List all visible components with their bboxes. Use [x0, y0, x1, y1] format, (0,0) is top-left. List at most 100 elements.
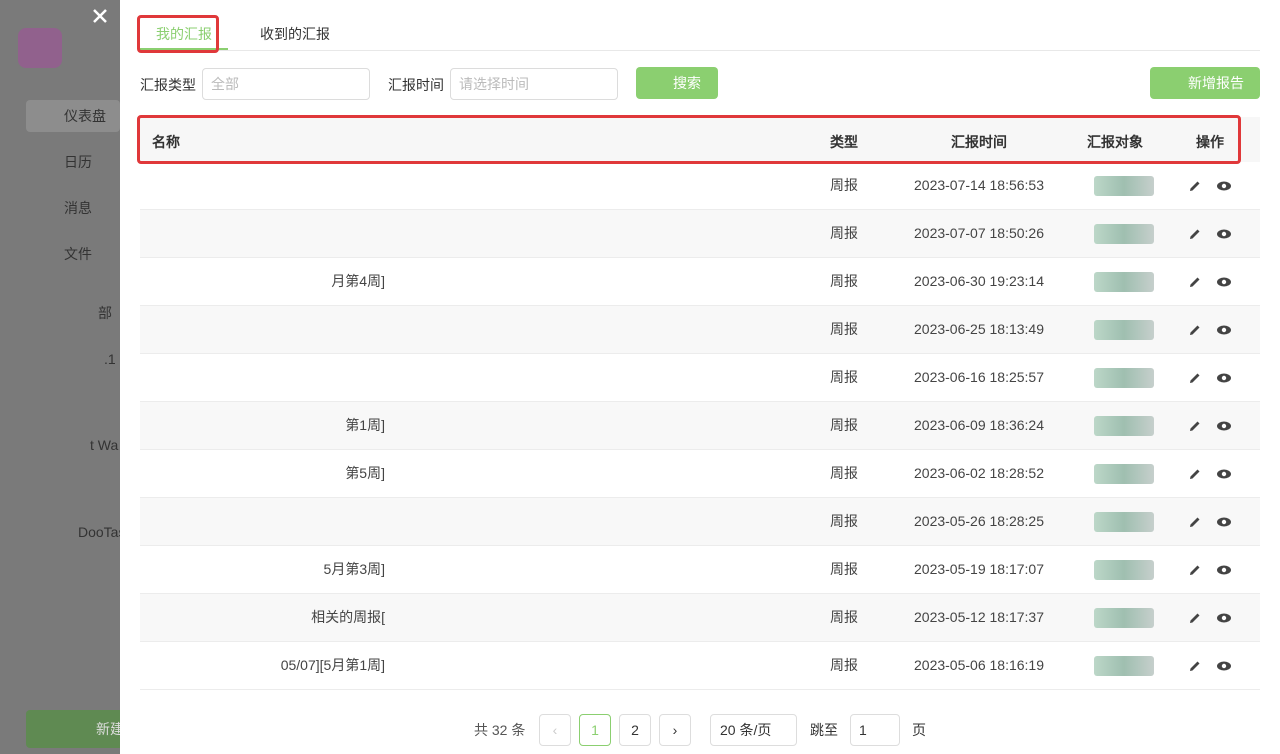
edit-icon[interactable] [1188, 179, 1202, 193]
recipient-avatar [1094, 512, 1154, 532]
table-row: 5月第3周] 周报 2023-05-19 18:17:07 [140, 546, 1260, 594]
menu-item[interactable]: 日历 [64, 154, 92, 170]
table-header [140, 117, 1260, 163]
edit-icon[interactable] [1188, 323, 1202, 337]
report-time: 2023-06-02 18:28:52 [914, 465, 1044, 481]
report-time: 2023-05-19 18:17:07 [914, 561, 1044, 577]
report-type: 周报 [830, 513, 858, 529]
highlight [137, 15, 219, 53]
menu-active [26, 100, 120, 132]
recipient-avatar [1094, 416, 1154, 436]
edit-icon[interactable] [1188, 659, 1202, 673]
table-row: 周报 2023-06-25 18:13:49 [140, 306, 1260, 354]
fragment: 部 [98, 305, 112, 321]
report-name: 5月第3周] [323, 561, 385, 577]
recipient-avatar [1094, 272, 1154, 292]
column-header: 操作 [1196, 134, 1224, 150]
next[interactable]: › [659, 714, 691, 746]
report-time: 2023-05-12 18:17:37 [914, 609, 1044, 625]
view-icon[interactable] [1216, 227, 1232, 241]
report-type: 周报 [830, 465, 858, 481]
report-type: 周报 [830, 177, 858, 193]
menu-item[interactable]: 消息 [64, 200, 92, 216]
report-time: 2023-06-16 18:25:57 [914, 369, 1044, 385]
tab-underline [140, 48, 228, 50]
table-row: 第1周] 周报 2023-06-09 18:36:24 [140, 402, 1260, 450]
tab[interactable]: 我的汇报 [156, 26, 212, 42]
fragment: .1 [104, 351, 116, 367]
label: 汇报类型 [140, 77, 196, 93]
report-time: 2023-06-09 18:36:24 [914, 417, 1044, 433]
report-name: 第5周] [345, 465, 385, 481]
page[interactable]: 2 [619, 714, 651, 746]
view-icon[interactable] [1216, 275, 1232, 289]
edit-icon[interactable] [1188, 467, 1202, 481]
view-icon[interactable] [1216, 563, 1232, 577]
edit-icon[interactable] [1188, 611, 1202, 625]
edit-icon[interactable] [1188, 563, 1202, 577]
view-icon[interactable] [1216, 659, 1232, 673]
type-select[interactable]: 全部 [202, 68, 370, 100]
view-icon[interactable] [1216, 323, 1232, 337]
edit-icon[interactable] [1188, 419, 1202, 433]
report-type: 周报 [830, 369, 858, 385]
report-name: 月第4周] [331, 273, 385, 289]
name-blur [148, 516, 438, 532]
page[interactable]: 1 [579, 714, 611, 746]
report-time: 2023-07-07 18:50:26 [914, 225, 1044, 241]
menu-item[interactable]: 仪表盘 [64, 108, 106, 124]
total: 共 32 条 [474, 722, 526, 738]
new-button[interactable]: 新建 [26, 710, 126, 748]
report-time: 2023-06-30 19:23:14 [914, 273, 1044, 289]
table-row: 05/07][5月第1周] 周报 2023-05-06 18:16:19 [140, 642, 1260, 690]
view-icon[interactable] [1216, 467, 1232, 481]
jump-unit: 页 [912, 722, 926, 738]
close-icon[interactable] [90, 6, 110, 26]
edit-icon[interactable] [1188, 371, 1202, 385]
jump-input[interactable]: 1 [850, 714, 900, 746]
column-header: 汇报时间 [951, 134, 1007, 150]
report-name: 相关的周报[ [311, 609, 385, 625]
view-icon[interactable] [1216, 515, 1232, 529]
view-icon[interactable] [1216, 371, 1232, 385]
view-icon[interactable] [1216, 611, 1232, 625]
sidebar: 仪表盘日历消息文件 部 .1 t Wa DooTas 新建 [0, 0, 126, 754]
jump-label: 跳至 [810, 722, 838, 738]
report-type: 周报 [830, 561, 858, 577]
date-input[interactable]: 请选择时间 [450, 68, 618, 100]
page-size[interactable]: 20 条/页 [710, 714, 797, 746]
add-button[interactable]: 新增报告 [1150, 67, 1260, 99]
recipient-avatar [1094, 560, 1154, 580]
recipient-avatar [1094, 320, 1154, 340]
recipient-avatar [1094, 176, 1154, 196]
report-name: 05/07][5月第1周] [280, 657, 385, 673]
search-button[interactable]: 搜索 [636, 67, 718, 99]
edit-icon[interactable] [1188, 227, 1202, 241]
recipient-avatar [1094, 464, 1154, 484]
view-icon[interactable] [1216, 179, 1232, 193]
recipient-avatar [1094, 224, 1154, 244]
name-blur [144, 176, 374, 192]
prev[interactable]: ‹ [539, 714, 571, 746]
fragment: t Wa [90, 437, 119, 453]
table-row: 月第4周] 周报 2023-06-30 19:23:14 [140, 258, 1260, 306]
report-type: 周报 [830, 417, 858, 433]
edit-icon[interactable] [1188, 515, 1202, 529]
view-icon[interactable] [1216, 419, 1232, 433]
edit-icon[interactable] [1188, 275, 1202, 289]
menu-item[interactable]: 文件 [64, 246, 92, 262]
table-row: 周报 2023-05-26 18:28:25 [140, 498, 1260, 546]
tab[interactable]: 收到的汇报 [260, 26, 330, 42]
report-time: 2023-05-26 18:28:25 [914, 513, 1044, 529]
report-name: 第1周] [345, 417, 385, 433]
project[interactable]: DooTas [78, 524, 126, 540]
recipient-avatar [1094, 608, 1154, 628]
report-time: 2023-05-06 18:16:19 [914, 657, 1044, 673]
column-header: 类型 [830, 134, 858, 150]
label: 汇报时间 [388, 77, 444, 93]
report-time: 2023-06-25 18:13:49 [914, 321, 1044, 337]
table-row: 周报 2023-07-07 18:50:26 [140, 210, 1260, 258]
report-type: 周报 [830, 321, 858, 337]
recipient-avatar [1094, 368, 1154, 388]
